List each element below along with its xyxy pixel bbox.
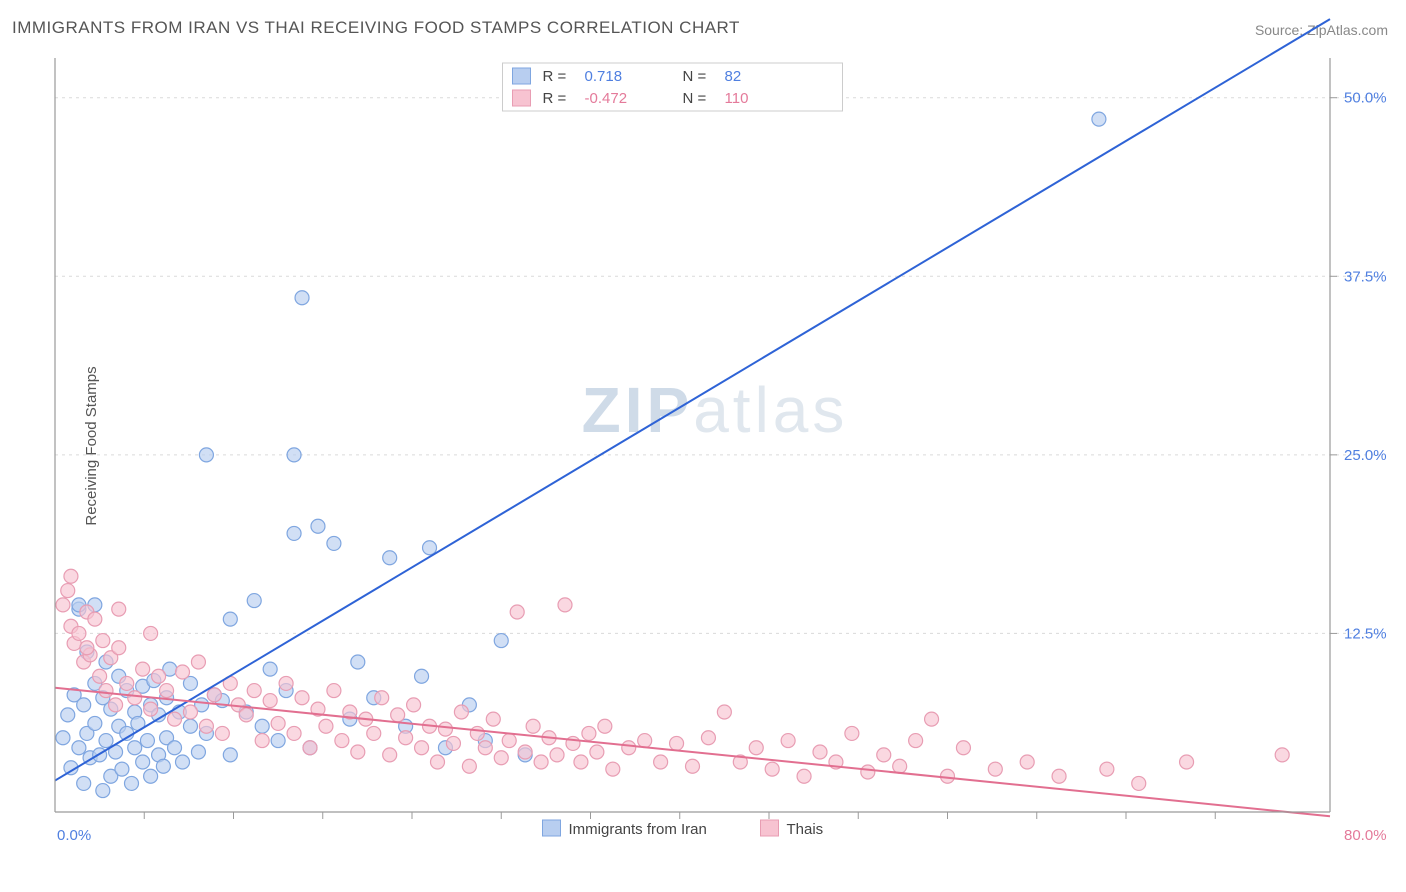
y-tick-label: 50.0%	[1344, 90, 1387, 107]
watermark: ZIPatlas	[582, 374, 849, 446]
legend-swatch	[543, 820, 561, 836]
regression-line-1	[55, 688, 1330, 817]
y-tick-label: 12.5%	[1344, 625, 1387, 642]
svg-text:82: 82	[725, 68, 742, 85]
y-tick-label: 37.5%	[1344, 268, 1387, 285]
svg-text:R =: R =	[543, 68, 567, 85]
svg-text:N =: N =	[683, 68, 707, 85]
scatter-chart: ZIPatlas12.5%25.0%37.5%50.0%0.0%80.0%R =…	[50, 52, 1380, 832]
x-origin-label: 0.0%	[57, 827, 91, 844]
svg-text:R =: R =	[543, 90, 567, 107]
svg-text:N =: N =	[683, 90, 707, 107]
legend-swatch	[761, 820, 779, 836]
chart-svg: ZIPatlas12.5%25.0%37.5%50.0%0.0%80.0%R =…	[50, 52, 1380, 832]
series-1	[56, 569, 1289, 790]
legend-label: Immigrants from Iran	[569, 821, 707, 838]
x-end-label: 80.0%	[1344, 827, 1387, 844]
chart-title: IMMIGRANTS FROM IRAN VS THAI RECEIVING F…	[12, 18, 740, 38]
svg-text:110: 110	[725, 90, 749, 107]
svg-text:0.718: 0.718	[585, 68, 623, 85]
y-tick-label: 25.0%	[1344, 447, 1387, 464]
regression-line-0	[55, 19, 1330, 780]
svg-text:-0.472: -0.472	[585, 90, 628, 107]
legend-label: Thais	[787, 821, 824, 838]
